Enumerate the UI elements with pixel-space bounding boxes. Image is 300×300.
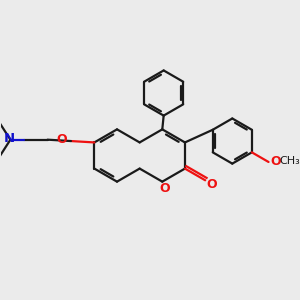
- Text: N: N: [4, 132, 15, 145]
- Text: O: O: [207, 178, 217, 191]
- Text: CH₃: CH₃: [279, 156, 300, 166]
- Text: O: O: [56, 133, 67, 146]
- Text: O: O: [160, 182, 170, 195]
- Text: O: O: [270, 155, 280, 169]
